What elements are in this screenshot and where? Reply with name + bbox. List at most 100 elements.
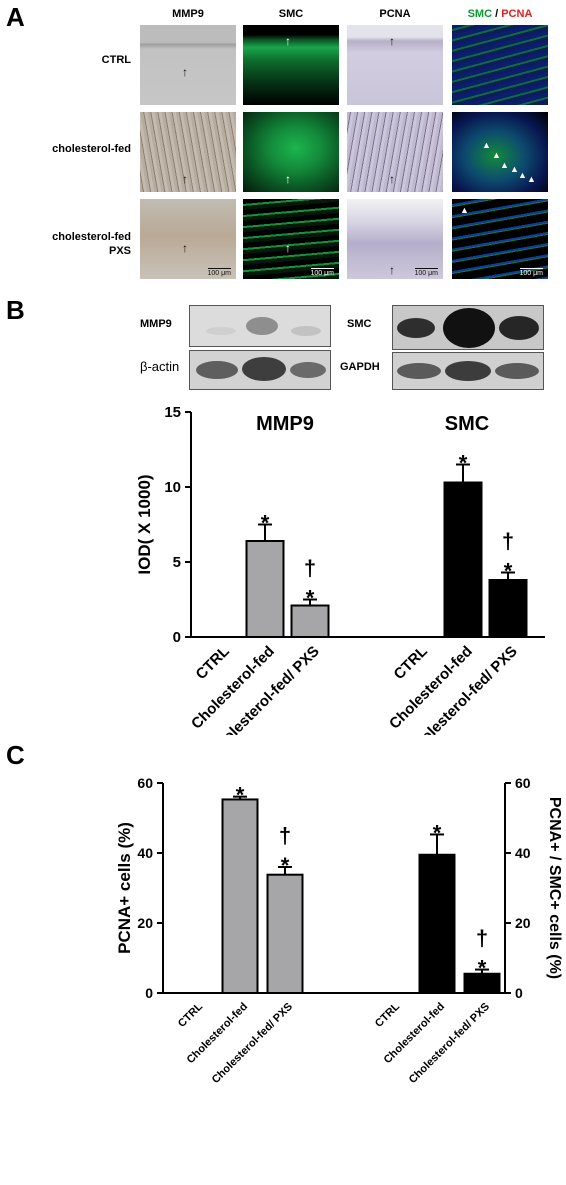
- row-label-ctrl: CTRL: [101, 54, 131, 66]
- bar: [443, 481, 483, 638]
- y-tick-label: 60: [137, 775, 153, 791]
- y-tick-label: 0: [173, 629, 181, 646]
- blot-band: [242, 357, 286, 381]
- arrowhead-marker: ▲: [500, 160, 509, 170]
- series-title: MMP9: [256, 413, 314, 435]
- scale-bar: 100 μm: [310, 270, 335, 277]
- significance-mark: *: [281, 853, 290, 878]
- significance-mark: *: [459, 451, 468, 476]
- bar: [488, 579, 528, 638]
- y-axis-label: IOD( X 1000): [135, 474, 154, 574]
- micrograph-smc-cholesterol-fed: ↑: [243, 112, 339, 192]
- blot-band: [397, 318, 435, 338]
- x-tick-label: Cholesterol-fed: [188, 643, 278, 733]
- arrow-marker: ↑: [389, 263, 395, 277]
- arrowhead-marker: ▲: [460, 205, 469, 215]
- chart-c-pcna: 0 20 40 60 PCNA+ cells (%) 0 20 40 60 PCNA+ / SMC…: [115, 775, 563, 1086]
- micrograph-pcna-ctrl: ↑: [347, 25, 443, 105]
- blot-smc: [392, 305, 544, 350]
- x-tick-label: Cholesterol-fed/ PXS: [407, 1001, 492, 1086]
- arrowhead-marker: ▲: [482, 140, 491, 150]
- significance-mark: †: [279, 823, 291, 848]
- significance-mark: †: [476, 926, 488, 951]
- bar: [221, 798, 259, 995]
- significance-mark: *: [433, 820, 442, 845]
- y-tick-label-right: 20: [515, 915, 531, 931]
- micrograph-mmp9-cholesterol-fed: ↑: [140, 112, 236, 192]
- blot-band: [291, 326, 321, 336]
- arrow-marker: ↑: [182, 65, 188, 79]
- bar: [418, 853, 456, 994]
- row-label-cholesterol-fed-pxs: cholesterol-fed PXS: [52, 231, 131, 257]
- y-axis-label: PCNA+ cells (%): [115, 822, 134, 954]
- significance-mark: *: [236, 783, 245, 808]
- blot-band: [499, 316, 539, 340]
- blot-band: [246, 317, 278, 335]
- micrograph-mmp9-cholesterol-fed-pxs: ↑ 100 μm: [140, 199, 236, 279]
- bar: [266, 873, 304, 994]
- arrow-marker: ↑: [285, 172, 291, 186]
- col-header-pcna: PCNA: [379, 8, 411, 20]
- scale-bar: 100 μm: [414, 270, 439, 277]
- y-tick-label: 5: [173, 554, 181, 571]
- y-tick-label: 10: [164, 479, 181, 496]
- arrow-marker: ↑: [285, 34, 291, 48]
- significance-mark: *: [261, 511, 270, 536]
- significance-mark: *: [504, 559, 513, 584]
- arrow-marker: ↑: [285, 241, 291, 255]
- significance-mark: *: [306, 586, 315, 611]
- x-tick-label: CTRL: [391, 643, 431, 683]
- y-axis-label-right: PCNA+ / SMC+ cells (%): [546, 797, 563, 979]
- arrow-marker: ↑: [182, 241, 188, 255]
- panel-letter-c: C: [6, 740, 25, 770]
- arrowhead-marker: ▲: [527, 174, 536, 184]
- merge-label-pcna: PCNA: [501, 8, 533, 20]
- x-tick-label: CTRL: [373, 1000, 402, 1029]
- significance-mark: †: [502, 529, 514, 554]
- blot-beta-actin: [189, 350, 331, 390]
- x-tick-label: Cholesterol-fed: [386, 643, 476, 733]
- arrow-marker: ↑: [182, 172, 188, 186]
- blot-band: [443, 308, 495, 348]
- blot-gapdh: [392, 352, 544, 390]
- significance-mark: †: [304, 556, 316, 581]
- panel-letter-b: B: [6, 295, 25, 325]
- micrograph-pcna-cholesterol-fed: ↑: [347, 112, 443, 192]
- micrograph-mmp9-ctrl: ↑: [140, 25, 236, 105]
- bar: [245, 540, 285, 638]
- arrow-marker: ↑: [389, 34, 395, 48]
- blot-label-gapdh: GAPDH: [340, 361, 380, 373]
- x-tick-label: Cholesterol-fed/ PXS: [210, 1001, 295, 1086]
- bar: [290, 604, 330, 638]
- blot-band: [196, 361, 238, 379]
- arrowhead-marker: ▲: [510, 164, 519, 174]
- y-tick-label-right: 60: [515, 775, 531, 791]
- micrograph-merge-ctrl: [452, 25, 548, 105]
- blot-label-beta-actin: β-actin: [140, 359, 180, 374]
- y-tick-label: 0: [145, 985, 153, 1001]
- micrograph-pcna-cholesterol-fed-pxs: ↑ 100 μm: [347, 199, 443, 279]
- y-tick-label-right: 40: [515, 845, 531, 861]
- chart-b-iod: 0 5 10 15 IOD( X 1000) MMP9 CTRL * Cholesterol-f…: [135, 404, 545, 735]
- col-header-merge: SMC / PCNA: [452, 8, 548, 20]
- col-header-smc: SMC: [278, 8, 304, 20]
- y-tick-label: 40: [137, 845, 153, 861]
- scale-bar: 100 μm: [207, 270, 232, 277]
- merge-label-sep: /: [492, 8, 502, 20]
- y-tick-label: 15: [164, 404, 181, 421]
- micrograph-smc-ctrl: ↑: [243, 25, 339, 105]
- blot-band: [445, 361, 491, 381]
- blot-band: [290, 362, 326, 378]
- arrow-marker: ↑: [389, 172, 395, 186]
- blot-label-smc: SMC: [347, 318, 372, 330]
- blot-band: [397, 363, 441, 379]
- micrograph-smc-cholesterol-fed-pxs: ↑ 100 μm: [243, 199, 339, 279]
- y-tick-label: 20: [137, 915, 153, 931]
- panel-letter-a: A: [6, 2, 25, 32]
- blot-label-mmp9: MMP9: [140, 318, 172, 330]
- blot-band: [495, 363, 539, 379]
- merge-label-smc: SMC: [467, 8, 493, 20]
- x-tick-label: CTRL: [176, 1000, 205, 1029]
- micrograph-merge-cholesterol-fed: ▲ ▲ ▲ ▲ ▲ ▲: [452, 112, 548, 192]
- micrograph-merge-cholesterol-fed-pxs: ▲ 100 μm: [452, 199, 548, 279]
